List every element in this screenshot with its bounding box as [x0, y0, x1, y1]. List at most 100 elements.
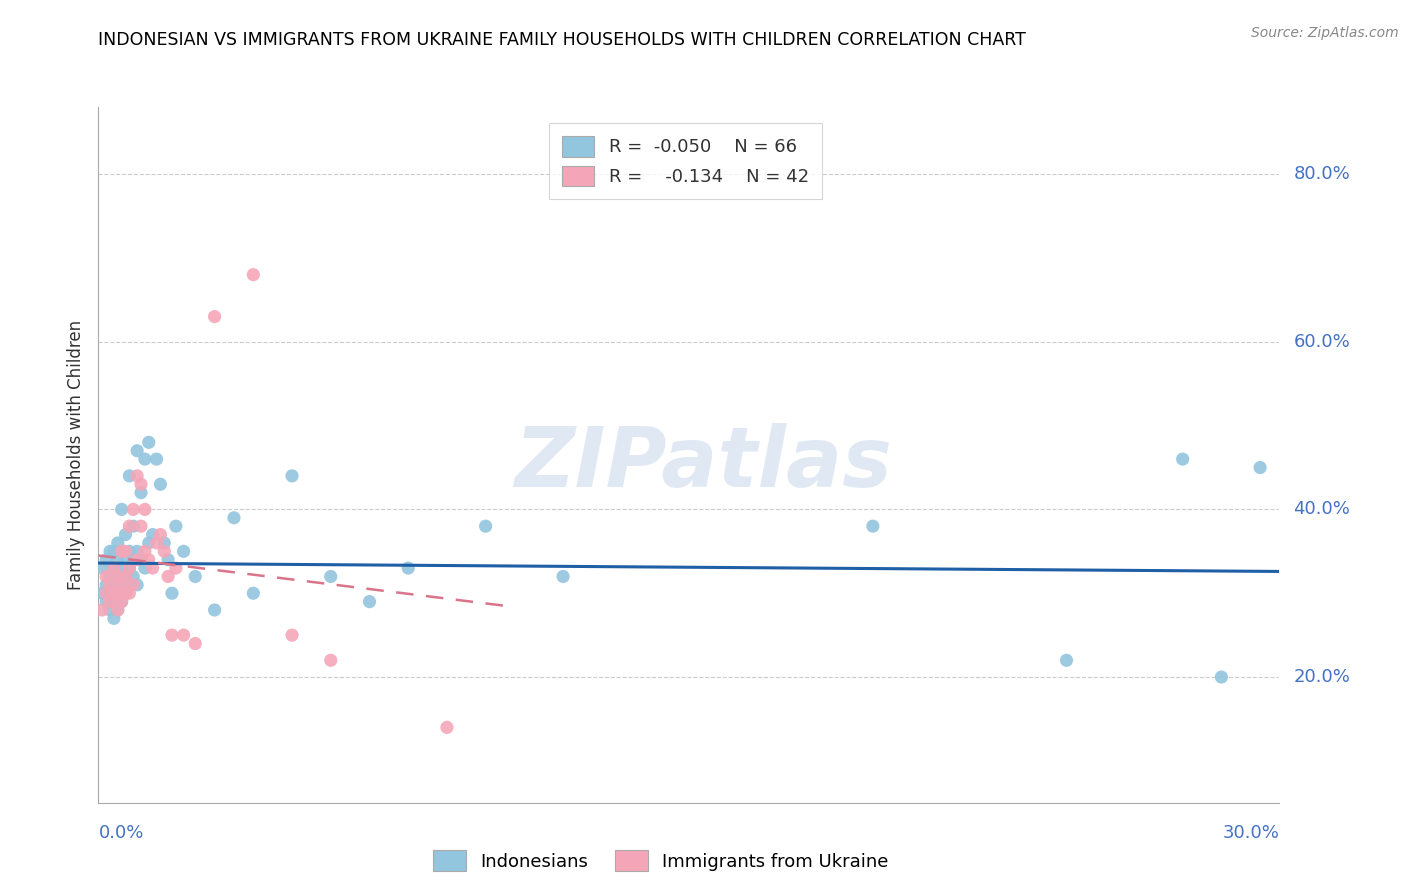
Point	[111, 594, 134, 608]
Point	[91, 603, 114, 617]
Text: 60.0%: 60.0%	[1294, 333, 1350, 351]
Point	[138, 435, 160, 450]
Point	[114, 569, 136, 583]
Point	[114, 586, 136, 600]
Point	[142, 561, 165, 575]
Point	[319, 653, 342, 667]
Point	[103, 594, 125, 608]
Point	[134, 561, 156, 575]
Point	[153, 544, 176, 558]
Point	[281, 468, 304, 483]
Point	[242, 268, 264, 282]
Point	[359, 594, 381, 608]
Point	[138, 552, 160, 566]
Point	[107, 569, 129, 583]
Point	[118, 586, 141, 600]
Point	[242, 586, 264, 600]
Point	[396, 561, 419, 575]
Point	[165, 519, 187, 533]
Point	[118, 544, 141, 558]
Point	[157, 569, 180, 583]
Text: 20.0%: 20.0%	[1294, 668, 1350, 686]
Point	[129, 485, 152, 500]
Point	[1249, 460, 1271, 475]
Point	[111, 502, 134, 516]
Point	[107, 586, 129, 600]
Point	[118, 519, 141, 533]
Text: Source: ZipAtlas.com: Source: ZipAtlas.com	[1251, 26, 1399, 40]
Point	[153, 536, 176, 550]
Point	[118, 468, 141, 483]
Point	[204, 310, 226, 324]
Point	[127, 544, 149, 558]
Point	[114, 544, 136, 558]
Point	[96, 586, 118, 600]
Point	[204, 603, 226, 617]
Point	[96, 552, 118, 566]
Point	[107, 536, 129, 550]
Point	[114, 527, 136, 541]
Point	[96, 569, 118, 583]
Point	[122, 578, 145, 592]
Point	[127, 468, 149, 483]
Point	[98, 594, 121, 608]
Point	[91, 561, 114, 575]
Point	[107, 603, 129, 617]
Point	[184, 636, 207, 650]
Point	[184, 569, 207, 583]
Point	[111, 561, 134, 575]
Point	[862, 519, 884, 533]
Point	[107, 603, 129, 617]
Point	[436, 720, 458, 734]
Point	[103, 561, 125, 575]
Point	[173, 544, 195, 558]
Text: 80.0%: 80.0%	[1294, 165, 1350, 183]
Point	[111, 594, 134, 608]
Point	[114, 586, 136, 600]
Point	[160, 628, 183, 642]
Point	[118, 561, 141, 575]
Point	[96, 594, 118, 608]
Point	[122, 519, 145, 533]
Point	[114, 552, 136, 566]
Point	[129, 477, 152, 491]
Point	[149, 477, 172, 491]
Point	[122, 552, 145, 566]
Point	[1056, 653, 1078, 667]
Point	[103, 586, 125, 600]
Point	[134, 502, 156, 516]
Point	[157, 552, 180, 566]
Point	[103, 544, 125, 558]
Point	[114, 569, 136, 583]
Point	[107, 569, 129, 583]
Point	[127, 578, 149, 592]
Point	[142, 527, 165, 541]
Text: INDONESIAN VS IMMIGRANTS FROM UKRAINE FAMILY HOUSEHOLDS WITH CHILDREN CORRELATIO: INDONESIAN VS IMMIGRANTS FROM UKRAINE FA…	[98, 31, 1026, 49]
Point	[111, 544, 134, 558]
Point	[138, 536, 160, 550]
Point	[1171, 452, 1194, 467]
Point	[98, 544, 121, 558]
Point	[222, 510, 245, 524]
Point	[91, 586, 114, 600]
Text: 0.0%: 0.0%	[98, 823, 143, 842]
Point	[122, 502, 145, 516]
Point	[103, 561, 125, 575]
Point	[474, 519, 496, 533]
Point	[107, 586, 129, 600]
Point	[122, 569, 145, 583]
Point	[98, 586, 121, 600]
Point	[1211, 670, 1233, 684]
Point	[129, 519, 152, 533]
Point	[98, 603, 121, 617]
Point	[98, 569, 121, 583]
Point	[551, 569, 574, 583]
Point	[111, 578, 134, 592]
Point	[319, 569, 342, 583]
Point	[129, 552, 152, 566]
Point	[96, 578, 118, 592]
Point	[134, 544, 156, 558]
Point	[173, 628, 195, 642]
Point	[118, 561, 141, 575]
Point	[127, 552, 149, 566]
